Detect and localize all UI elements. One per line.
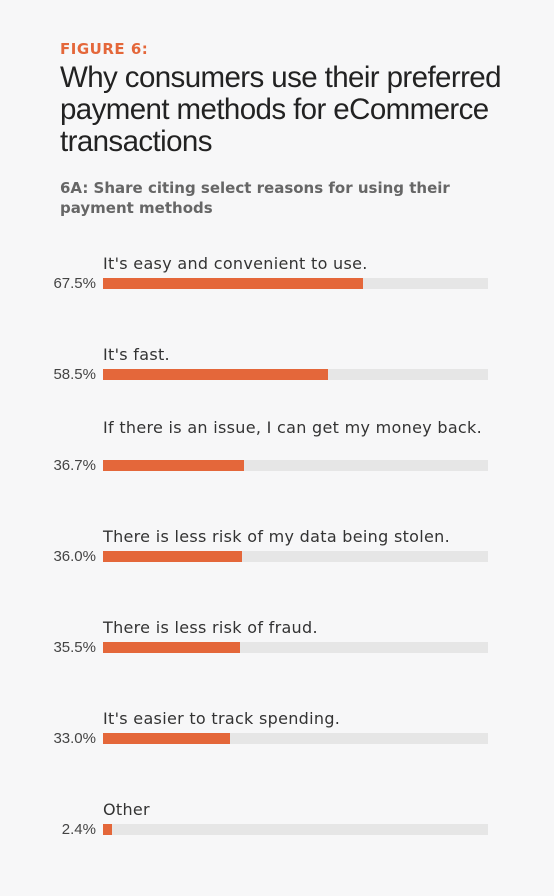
category-label: If there is an issue, I can get my money… <box>103 418 482 437</box>
bar <box>103 460 245 471</box>
bar-track <box>103 733 488 744</box>
category-label: It's fast. <box>103 345 170 364</box>
category-label: It's easy and convenient to use. <box>103 254 368 273</box>
bar <box>103 824 113 835</box>
value-label: 36.7% <box>53 457 96 474</box>
bar <box>103 733 231 744</box>
bar-track <box>103 278 488 289</box>
value-label: 2.4% <box>61 821 96 838</box>
bar-track <box>103 642 488 653</box>
value-label: 58.5% <box>53 366 96 383</box>
bar-track <box>103 460 488 471</box>
bar-track <box>103 369 488 380</box>
chart-title: Why consumers use their preferred paymen… <box>60 61 502 158</box>
category-label: It's easier to track spending. <box>103 709 341 728</box>
figure-label: FIGURE 6: <box>60 40 149 58</box>
value-label: 67.5% <box>53 275 96 292</box>
value-label: 35.5% <box>53 639 96 656</box>
value-label: 36.0% <box>53 548 96 565</box>
bar <box>103 278 363 289</box>
bar-track <box>103 551 488 562</box>
value-label: 33.0% <box>53 730 96 747</box>
bar <box>103 551 242 562</box>
bar <box>103 642 240 653</box>
category-label: There is less risk of fraud. <box>103 618 318 637</box>
bar-track <box>103 824 488 835</box>
category-label: There is less risk of my data being stol… <box>103 527 450 546</box>
category-label: Other <box>103 800 150 819</box>
chart-subtitle: 6A: Share citing select reasons for usin… <box>60 179 450 217</box>
bar <box>103 369 329 380</box>
